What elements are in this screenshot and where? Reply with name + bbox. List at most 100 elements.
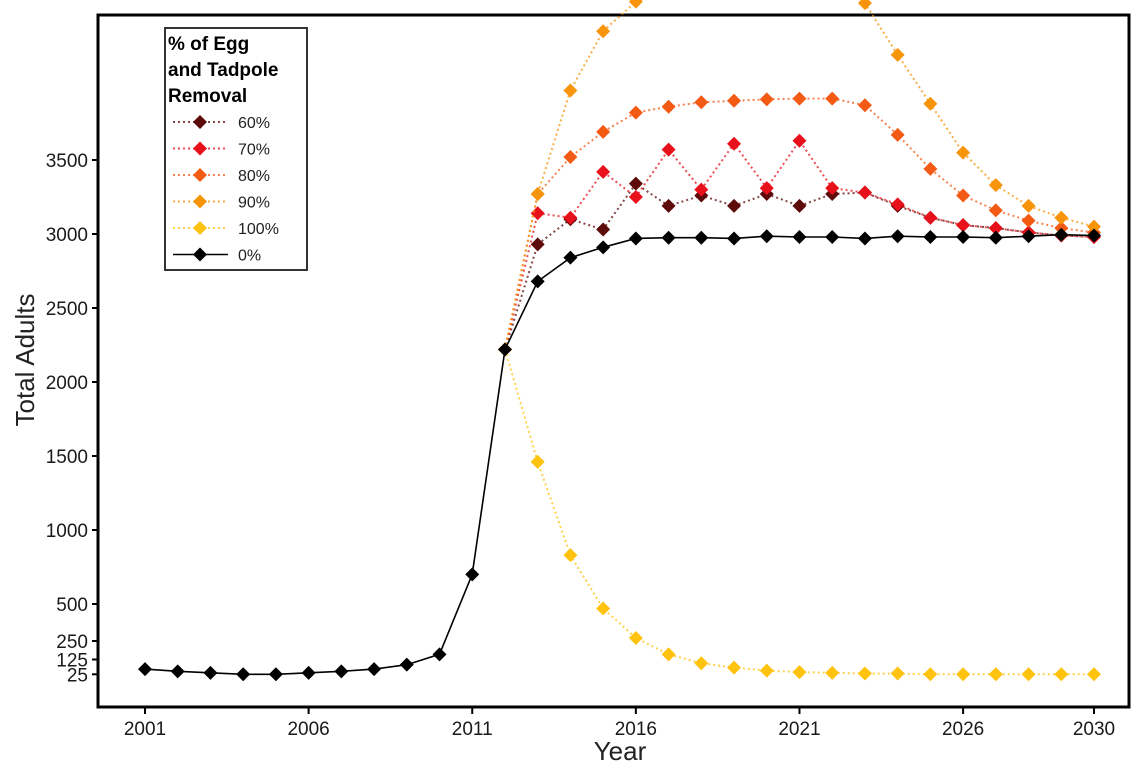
- series-80pct: [497, 91, 1101, 357]
- data-point: [956, 218, 971, 233]
- data-point: [661, 142, 676, 157]
- data-point: [1021, 229, 1036, 244]
- data-point: [268, 667, 283, 682]
- x-tick-label: 2021: [778, 719, 820, 740]
- data-point: [661, 99, 676, 114]
- data-point: [759, 663, 774, 678]
- legend-label: 80%: [238, 168, 270, 185]
- y-tick-label: 1000: [46, 521, 88, 542]
- data-point: [138, 662, 152, 677]
- data-point: [727, 231, 742, 246]
- legend-title-line-3: Removal: [168, 86, 247, 107]
- data-point: [857, 0, 872, 11]
- series-0pct: [138, 227, 1101, 682]
- legend-label: 90%: [238, 195, 270, 212]
- series-100pct: [497, 342, 1101, 682]
- data-point: [792, 229, 807, 244]
- legend-marker: [193, 115, 207, 129]
- series-line: [504, 0, 1095, 350]
- legend-marker: [193, 141, 207, 156]
- data-point: [890, 229, 905, 244]
- x-tick-label: 2011: [452, 719, 493, 740]
- data-point: [857, 666, 872, 681]
- legend-marker: [193, 194, 207, 209]
- data-point: [923, 96, 938, 111]
- data-point: [1087, 219, 1101, 234]
- data-point: [1021, 667, 1036, 682]
- data-point: [530, 237, 545, 252]
- data-point: [334, 664, 349, 679]
- y-tick-label: 125: [56, 651, 88, 672]
- plot-frame: [96, 13, 1131, 709]
- legend-title-line-1: % of Egg: [168, 34, 249, 55]
- y-tick-label: 3500: [46, 151, 88, 172]
- data-point: [792, 665, 807, 680]
- data-point: [628, 0, 643, 9]
- data-point: [694, 182, 709, 197]
- legend-label: 70%: [238, 142, 270, 159]
- data-point: [694, 230, 709, 245]
- legend-items: 60% 70% 80% 90% 100% 0%: [173, 115, 279, 265]
- data-point: [596, 240, 611, 255]
- data-point: [628, 631, 643, 646]
- data-point: [857, 231, 872, 246]
- series-layer: [138, 0, 1101, 682]
- data-point: [923, 210, 938, 225]
- data-point: [563, 548, 578, 563]
- data-point: [596, 24, 611, 39]
- data-point: [727, 198, 742, 213]
- x-tick-label: 2026: [942, 719, 984, 740]
- data-point: [596, 164, 611, 179]
- data-point: [988, 203, 1003, 218]
- data-point: [530, 454, 545, 469]
- legend-label: 100%: [238, 221, 279, 238]
- data-point: [563, 210, 578, 225]
- data-point: [727, 93, 742, 108]
- data-point: [530, 274, 545, 289]
- data-point: [399, 657, 414, 672]
- data-point: [563, 250, 578, 265]
- x-axis-title: Year: [594, 736, 647, 765]
- data-point: [497, 342, 512, 357]
- y-tick-label: 1500: [46, 447, 88, 468]
- data-point: [890, 666, 905, 681]
- data-point: [596, 601, 611, 616]
- data-point: [1021, 198, 1036, 213]
- series-70pct: [497, 133, 1101, 357]
- data-point: [825, 181, 840, 196]
- data-point: [694, 656, 709, 671]
- x-tick-label: 2001: [124, 719, 166, 740]
- data-point: [1087, 228, 1101, 243]
- data-point: [890, 197, 905, 212]
- series-line: [504, 349, 1094, 676]
- legend-item: 100%: [173, 221, 279, 238]
- data-point: [825, 229, 840, 244]
- data-point: [1054, 227, 1069, 242]
- legend-item: 80%: [173, 168, 270, 185]
- data-point: [857, 185, 872, 200]
- data-point: [825, 91, 840, 106]
- data-point: [988, 221, 1003, 236]
- data-point: [988, 667, 1003, 682]
- legend-marker: [193, 247, 207, 262]
- legend-marker: [193, 221, 207, 235]
- legend: % of Egg and Tadpole Removal 60% 70% 80% 90…: [164, 27, 308, 271]
- legend-label: 0%: [238, 248, 261, 265]
- data-point: [890, 47, 905, 62]
- data-point: [530, 206, 545, 221]
- data-point: [792, 198, 807, 213]
- data-point: [956, 145, 971, 160]
- data-point: [628, 231, 643, 246]
- data-point: [1021, 213, 1036, 228]
- data-point: [1054, 210, 1069, 225]
- data-point: [465, 567, 480, 582]
- y-tick-label: 3000: [46, 225, 88, 246]
- data-point: [759, 92, 774, 107]
- data-point: [301, 665, 316, 680]
- data-point: [956, 229, 971, 244]
- y-tick-label: 500: [56, 595, 88, 616]
- legend-item: 90%: [173, 194, 270, 212]
- legend-title-line-2: and Tadpole: [168, 60, 278, 81]
